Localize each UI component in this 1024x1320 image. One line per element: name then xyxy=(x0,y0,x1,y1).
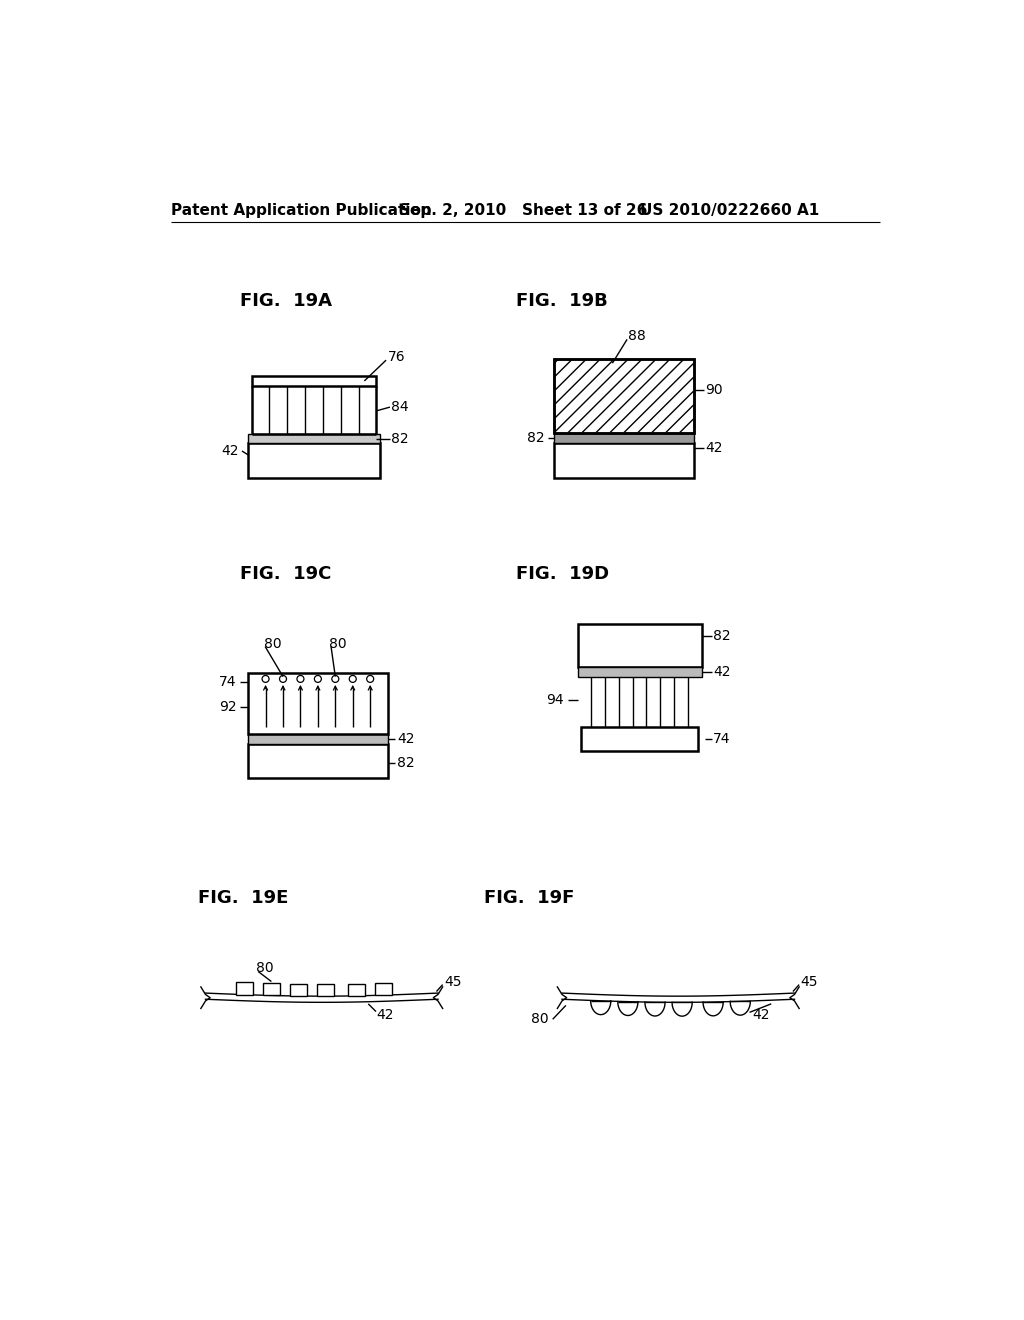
Text: 82: 82 xyxy=(527,430,545,445)
Bar xyxy=(578,624,701,667)
Text: 94: 94 xyxy=(547,693,564,708)
Text: 42: 42 xyxy=(397,733,415,746)
Text: 88: 88 xyxy=(628,329,645,343)
Text: 82: 82 xyxy=(397,756,415,770)
Text: 74: 74 xyxy=(713,733,731,746)
Text: 42: 42 xyxy=(706,441,723,455)
Bar xyxy=(578,667,701,677)
Text: FIG.  19E: FIG. 19E xyxy=(198,888,288,907)
Bar xyxy=(263,983,280,995)
Text: 90: 90 xyxy=(706,383,723,397)
Text: FIG.  19A: FIG. 19A xyxy=(241,292,333,310)
Text: 45: 45 xyxy=(444,975,462,989)
Text: Patent Application Publication: Patent Application Publication xyxy=(171,203,431,218)
Bar xyxy=(554,444,693,478)
Text: 42: 42 xyxy=(752,1007,769,1022)
Text: 82: 82 xyxy=(391,432,410,446)
Text: FIG.  19D: FIG. 19D xyxy=(515,565,608,583)
Text: 42: 42 xyxy=(221,444,239,458)
Text: 74: 74 xyxy=(219,675,237,689)
Text: 42: 42 xyxy=(713,665,731,678)
Text: 80: 80 xyxy=(531,1012,549,1026)
Bar xyxy=(554,359,693,433)
Text: 76: 76 xyxy=(388,350,406,364)
Text: FIG.  19C: FIG. 19C xyxy=(241,565,332,583)
Bar xyxy=(248,673,388,734)
Text: 42: 42 xyxy=(376,1007,393,1022)
Bar xyxy=(554,359,693,433)
Bar xyxy=(290,983,307,997)
Text: 80: 80 xyxy=(263,636,282,651)
Bar xyxy=(236,982,253,995)
Bar xyxy=(248,434,380,444)
Bar xyxy=(554,433,693,444)
Bar xyxy=(375,983,392,995)
Bar xyxy=(248,444,380,478)
Text: 45: 45 xyxy=(801,975,818,989)
Text: US 2010/0222660 A1: US 2010/0222660 A1 xyxy=(640,203,819,218)
Bar xyxy=(248,743,388,779)
Bar xyxy=(252,376,376,385)
Bar xyxy=(582,727,697,751)
Text: 82: 82 xyxy=(713,628,731,643)
Text: 80: 80 xyxy=(256,961,273,975)
Text: Sep. 2, 2010   Sheet 13 of 26: Sep. 2, 2010 Sheet 13 of 26 xyxy=(399,203,647,218)
Text: 92: 92 xyxy=(219,701,237,714)
Text: FIG.  19F: FIG. 19F xyxy=(484,888,574,907)
Text: 84: 84 xyxy=(391,400,410,414)
Bar xyxy=(348,983,366,995)
Text: 80: 80 xyxy=(330,636,347,651)
Bar xyxy=(248,734,388,743)
Text: FIG.  19B: FIG. 19B xyxy=(515,292,607,310)
Bar xyxy=(317,983,334,997)
